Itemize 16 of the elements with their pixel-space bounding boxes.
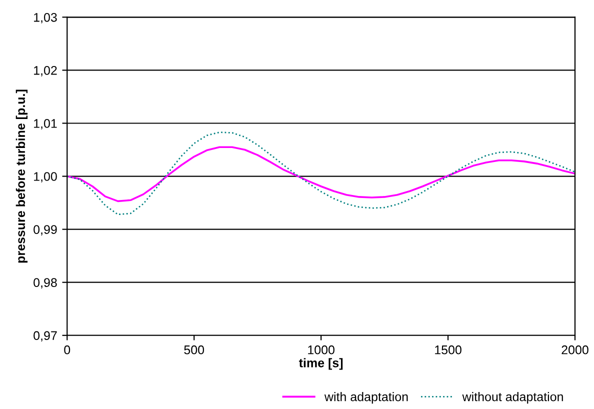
y-tick-label: 1,01 bbox=[34, 119, 57, 130]
y-tick-label: 0,99 bbox=[34, 225, 57, 236]
x-tick-label: 0 bbox=[64, 345, 70, 354]
legend-label: without adaptation bbox=[462, 392, 563, 404]
y-tick-label: 1,02 bbox=[34, 66, 57, 76]
y-tick-label: 0,97 bbox=[34, 331, 57, 342]
y-tick-label: 1,03 bbox=[34, 12, 57, 24]
y-tick-label: 0,98 bbox=[34, 278, 57, 288]
x-tick-label: 2000 bbox=[562, 345, 588, 354]
x-tick-label: 1000 bbox=[308, 345, 334, 354]
legend-label: with adaptation bbox=[324, 392, 408, 404]
x-tick-label: 1500 bbox=[435, 345, 462, 354]
y-axis-title: pressure before turbine [p.u.] bbox=[16, 90, 28, 263]
y-tick-label: 1,00 bbox=[34, 172, 57, 182]
x-axis-title: time [s] bbox=[298, 358, 343, 370]
x-tick-label: 500 bbox=[184, 345, 204, 354]
